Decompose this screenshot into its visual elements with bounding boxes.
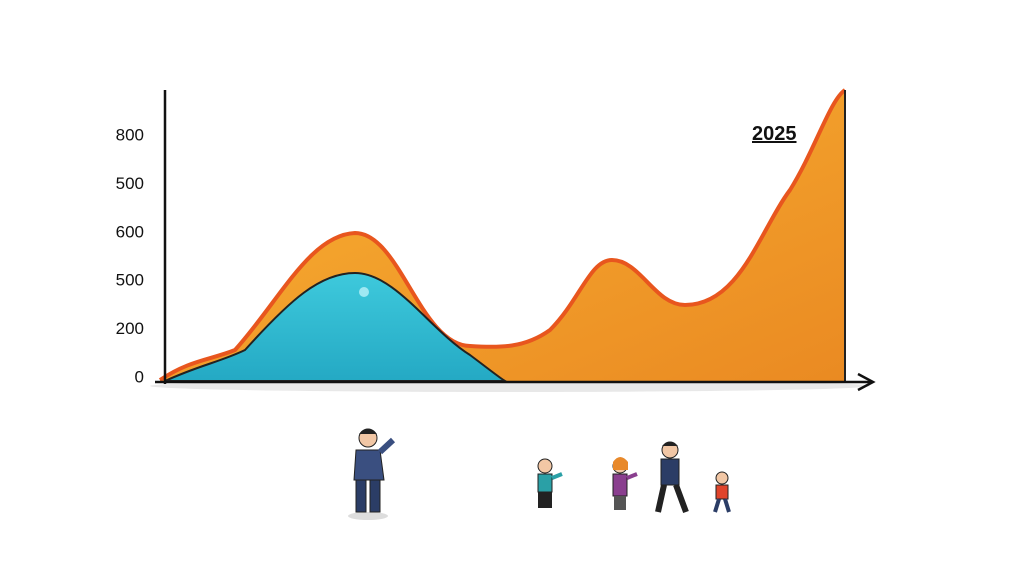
person-child-1 — [537, 458, 563, 508]
y-axis-label: 0 — [135, 367, 144, 386]
y-axis-label: 200 — [116, 319, 144, 338]
y-axis-label: 600 — [116, 222, 144, 241]
orange-outline — [158, 88, 847, 382]
y-axis-label: 500 — [116, 271, 144, 290]
person-child-2 — [612, 457, 638, 510]
highlight — [359, 287, 369, 297]
y-axis-label: 500 — [116, 174, 144, 193]
x-arrow — [857, 372, 876, 392]
person-adult — [655, 441, 689, 514]
person-child-3 — [713, 471, 731, 513]
annotation: 2025 — [752, 123, 797, 145]
y-labels: 800 500 600 500 200 0 — [116, 125, 144, 386]
y-axis-label: 800 — [116, 125, 144, 144]
blue-area — [164, 271, 509, 382]
person-man — [348, 428, 396, 520]
